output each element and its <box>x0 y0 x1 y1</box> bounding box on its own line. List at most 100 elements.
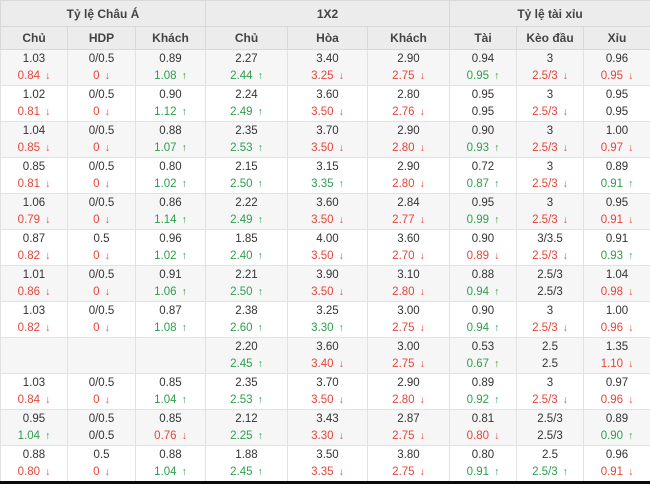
odds-value-moved: 1.04 ↑ <box>136 464 205 481</box>
odds-value-current: 2.5 <box>542 340 558 353</box>
moved-odds-text: 2.50 <box>230 285 253 298</box>
odds-value-current: 3.70 <box>316 376 339 389</box>
moved-odds-text: 2.44 <box>230 69 253 82</box>
moved-odds-text: 2.50 <box>230 177 253 190</box>
odds-cell: 0/0.5 0 ↓ <box>67 265 136 302</box>
moved-odds-text: 0.86 <box>17 285 41 298</box>
odds-cell: 0.89 1.08 ↑ <box>135 49 206 86</box>
odds-value-current: 1.00 <box>605 124 629 137</box>
odds-cell: 3.15 3.35 ↑ <box>287 157 368 194</box>
odds-value-moved: 3.25 ↓ <box>288 68 367 85</box>
odds-value-current: 0/0.5 <box>88 124 115 137</box>
odds-value-current: 1.03 <box>22 52 46 65</box>
odds-cell: 2.90 2.75 ↓ <box>367 49 450 86</box>
down-arrow-icon: ↓ <box>419 285 425 298</box>
odds-value-current: 0.88 <box>159 448 182 461</box>
moved-odds-text: 2.75 <box>392 357 415 370</box>
down-arrow-icon: ↓ <box>181 429 187 442</box>
odds-value-moved: 2.49 ↑ <box>206 212 287 229</box>
odds-value-moved: 2.80 ↓ <box>368 392 449 409</box>
down-arrow-icon: ↓ <box>419 429 425 442</box>
column-header: Khách <box>135 26 206 50</box>
up-arrow-icon: ↑ <box>181 321 187 334</box>
odds-value-current: 2.5 <box>542 448 558 461</box>
moved-odds-text: 1.10 <box>600 357 624 370</box>
odds-value-current: 2.12 <box>235 412 258 425</box>
moved-odds-text: 2.53 <box>230 141 253 154</box>
moved-odds-text: 3.50 <box>311 393 334 406</box>
down-arrow-icon: ↓ <box>628 141 634 154</box>
moved-odds-text: 2.77 <box>392 213 415 226</box>
moved-odds-text: 3.35 <box>311 465 334 478</box>
moved-odds-text: 0.79 <box>17 213 41 226</box>
odds-cell: 2.90 2.80 ↓ <box>367 157 450 194</box>
odds-value-current: 1.01 <box>22 268 46 281</box>
up-arrow-icon: ↑ <box>257 141 263 154</box>
odds-value-current: 2.80 <box>397 88 420 101</box>
odds-value-moved: 2.5/3 ↓ <box>517 140 583 157</box>
up-arrow-icon: ↑ <box>257 213 263 226</box>
moved-odds-text: 0/0.5 <box>88 429 115 442</box>
down-arrow-icon: ↓ <box>562 213 568 226</box>
down-arrow-icon: ↓ <box>104 465 110 478</box>
down-arrow-icon: ↓ <box>562 69 568 82</box>
odds-value-moved: 2.5/3 <box>517 284 583 301</box>
odds-value-current: 0.91 <box>159 268 182 281</box>
odds-value-current: 1.03 <box>22 304 46 317</box>
odds-cell: 2.5 2.5 <box>516 337 584 374</box>
up-arrow-icon: ↑ <box>494 177 500 190</box>
moved-odds-text: 0.90 <box>600 429 624 442</box>
odds-value-current: 0.96 <box>159 232 182 245</box>
moved-odds-text: 0.80 <box>466 429 490 442</box>
odds-value-current: 2.24 <box>235 88 258 101</box>
odds-cell: 0/0.5 0 ↓ <box>67 121 136 158</box>
moved-odds-text: 1.02 <box>154 177 177 190</box>
down-arrow-icon: ↓ <box>419 249 425 262</box>
moved-odds-text: 0.94 <box>466 285 490 298</box>
odds-value-current: 0.88 <box>22 448 46 461</box>
odds-cell: 0.53 0.67 ↑ <box>449 337 517 374</box>
odds-cell: 0.95 1.04 ↑ <box>0 409 68 446</box>
odds-value-current: 0/0.5 <box>88 268 115 281</box>
column-header-row: Chủ HDP Khách Chủ Hòa Khách Tài Kèo đầu Xỉu <box>0 26 650 50</box>
up-arrow-icon: ↑ <box>494 285 500 298</box>
down-arrow-icon: ↓ <box>338 393 344 406</box>
odds-value-moved: 3.50 ↓ <box>288 212 367 229</box>
moved-odds-text: 2.80 <box>392 393 415 406</box>
down-arrow-icon: ↓ <box>338 213 344 226</box>
down-arrow-icon: ↓ <box>419 69 425 82</box>
odds-row: 0.88 0.80 ↓ 0.5 0 ↓ 0.88 1.04 ↑ 1.88 2.45 ↑ 3.50 3.35… <box>0 445 650 483</box>
up-arrow-icon: ↑ <box>45 429 51 442</box>
odds-value-moved: 0.67 ↑ <box>450 356 516 373</box>
odds-value-moved: 2.5/3 ↓ <box>517 68 583 85</box>
odds-cell: 1.04 0.85 ↓ <box>0 121 68 158</box>
odds-value-current: 0.5 <box>93 232 110 245</box>
odds-value-current: 3.10 <box>397 268 420 281</box>
odds-value-current: 0.89 <box>605 160 629 173</box>
odds-value-moved: 0 ↓ <box>68 320 135 337</box>
up-arrow-icon: ↑ <box>562 465 568 478</box>
odds-value-moved: 2.60 ↑ <box>206 320 287 337</box>
down-arrow-icon: ↓ <box>419 105 425 118</box>
odds-value-moved: 0.80 ↓ <box>450 428 516 445</box>
moved-odds-text: 2.76 <box>392 105 415 118</box>
odds-value-moved: 1.04 ↑ <box>136 392 205 409</box>
up-arrow-icon: ↑ <box>257 177 263 190</box>
up-arrow-icon: ↑ <box>257 357 263 370</box>
odds-cell: 0.89 0.92 ↑ <box>449 373 517 410</box>
odds-value-moved: 2.5/3 ↓ <box>517 248 583 265</box>
moved-odds-text: 2.53 <box>230 393 253 406</box>
odds-value-current: 2.5/3 <box>537 412 563 425</box>
odds-value-moved: 0.95 ↓ <box>584 68 650 85</box>
odds-cell: 3.80 2.75 ↓ <box>367 445 450 483</box>
moved-odds-text: 1.08 <box>154 69 177 82</box>
odds-value-current: 0.95 <box>22 412 46 425</box>
odds-value-current: 0.89 <box>605 412 629 425</box>
moved-odds-text: 3.50 <box>311 105 334 118</box>
odds-value-moved: 2.53 ↑ <box>206 392 287 409</box>
odds-value-current: 3.40 <box>316 52 339 65</box>
odds-value-current: 3.50 <box>316 448 339 461</box>
odds-value-moved: 2.5 <box>517 356 583 373</box>
odds-value-moved: 0.93 ↑ <box>584 248 650 265</box>
moved-odds-text: 3.40 <box>311 357 334 370</box>
